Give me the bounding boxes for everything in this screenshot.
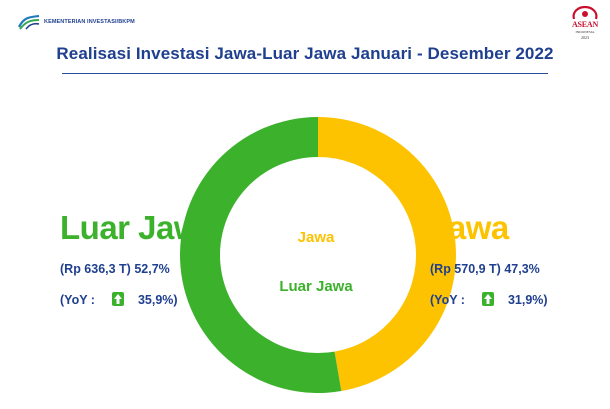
slice-luar-jawa: [180, 117, 342, 393]
page-title: Realisasi Investasi Jawa-Luar Jawa Janua…: [56, 44, 554, 63]
agency-emblem-icon: [18, 14, 40, 30]
asean-logo-text: ASEAN: [571, 20, 599, 29]
jawa-yoy: (YoY : 31,9%): [430, 292, 548, 307]
arrow-up-icon: [482, 292, 495, 306]
arrow-up-icon: [112, 292, 125, 306]
agency-logo-text: KEMENTERIAN INVESTASI/BKPM: [44, 19, 135, 25]
asean-logo-year: 2023: [581, 35, 589, 40]
agency-logo: KEMENTERIAN INVESTASI/BKPM: [18, 14, 135, 30]
asean-emblem-icon: [572, 6, 598, 20]
label-jawa: Jawa: [430, 209, 509, 246]
title-underline: [62, 73, 548, 74]
center-label-luar-jawa: Luar Jawa: [279, 278, 353, 295]
asean-logo: ASEAN INDONESIA 2023: [568, 6, 602, 46]
jawa-value: (Rp 570,9 T) 47,3%: [430, 262, 540, 276]
luar-jawa-yoy-label: (YoY :: [60, 293, 95, 307]
luar-jawa-value: (Rp 636,3 T) 52,7%: [60, 262, 170, 276]
luar-jawa-yoy-value: 35,9%): [137, 293, 178, 307]
asean-logo-subtext: INDONESIA: [575, 30, 595, 34]
center-label-jawa: Jawa: [297, 229, 335, 246]
jawa-yoy-value: 31,9%): [507, 293, 548, 307]
jawa-yoy-label: (YoY :: [430, 293, 465, 307]
slice-jawa: [318, 117, 457, 392]
luar-jawa-yoy: (YoY : 35,9%): [60, 292, 178, 307]
label-luar-jawa: Luar Jawa: [60, 209, 217, 246]
